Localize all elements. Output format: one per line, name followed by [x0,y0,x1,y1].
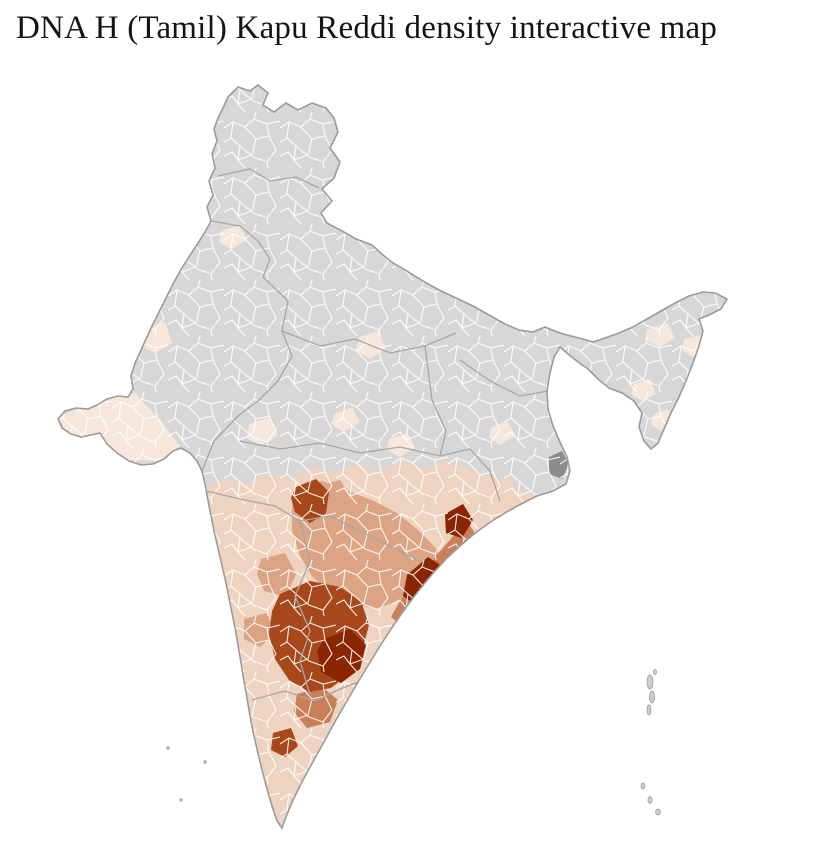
nicobar-island-3[interactable] [655,808,661,816]
andaman-island-2[interactable] [646,674,654,690]
islands-group[interactable] [166,669,661,816]
nicobar-island-2[interactable] [647,796,653,804]
state-borders [201,168,549,702]
lakshadweep-island-1[interactable] [166,746,170,750]
andaman-island-1[interactable] [653,669,657,675]
andaman-island-4[interactable] [646,704,652,716]
district-borders-overlay [58,85,727,828]
andaman-island-3[interactable] [649,690,655,704]
lakshadweep-island-3[interactable] [179,798,183,802]
page-title: DNA H (Tamil) Kapu Reddi density interac… [16,10,718,46]
nicobar-island-1[interactable] [640,782,646,790]
lakshadweep-island-2[interactable] [203,760,207,764]
